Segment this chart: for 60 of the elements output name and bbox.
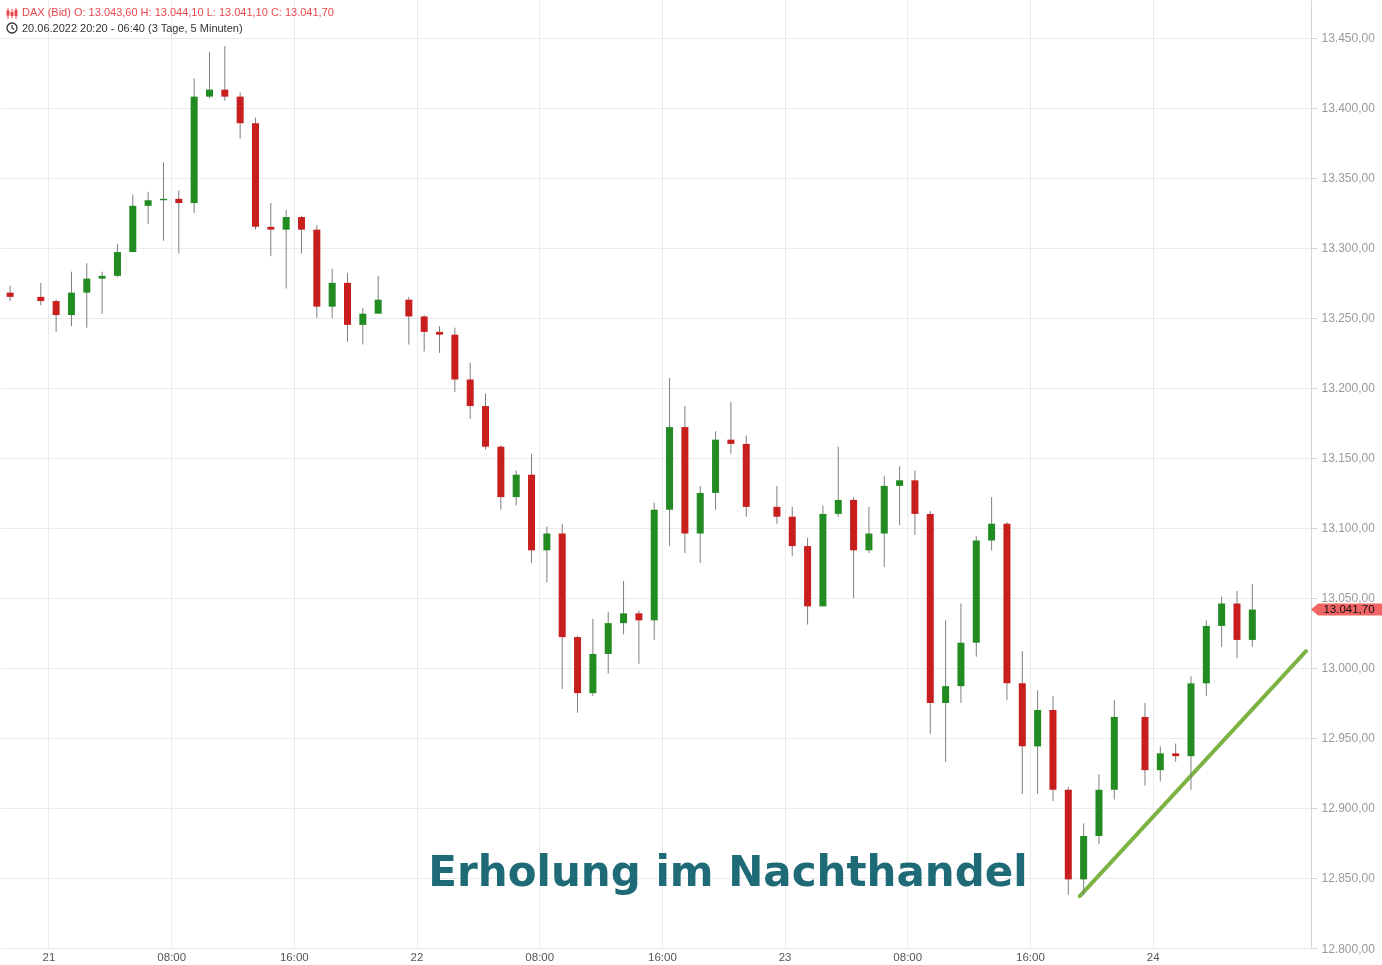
candlestick: [1156, 745, 1164, 782]
y-tick-label: 13.450,00: [1321, 31, 1376, 46]
candlestick: [52, 299, 60, 333]
y-tick-label: 13.300,00: [1321, 241, 1376, 256]
y-tick-label: 13.100,00: [1321, 521, 1376, 536]
candlestick: [144, 191, 152, 225]
text: 20.06.2022 20:20 - 06:40 (3 Tage, 5 Minuten): [22, 22, 243, 34]
candlestick: [620, 580, 628, 635]
candlestick: [37, 282, 45, 306]
x-tick-label: 23: [778, 950, 792, 963]
x-tick-label: 16:00: [648, 950, 677, 963]
candlestick: [988, 496, 996, 551]
y-tick-label: 13.350,00: [1321, 171, 1376, 186]
candlestick: [205, 51, 213, 99]
candlestick: [1218, 596, 1226, 648]
y-tick-label: 13.400,00: [1321, 101, 1376, 116]
candlestick: [298, 215, 305, 254]
y-tick-label: 13.200,00: [1321, 381, 1376, 396]
candlestick: [773, 485, 781, 525]
candlestick: [436, 325, 444, 354]
y-tick-label: 13.150,00: [1321, 451, 1376, 466]
candlestick: [635, 610, 643, 665]
x-tick-label: 24: [1146, 950, 1161, 963]
x-tick-label: 08:00: [893, 950, 923, 963]
x-tick-label: 21: [42, 950, 56, 963]
candlestick: [282, 209, 290, 289]
y-tick-label: 13.250,00: [1321, 311, 1376, 326]
candlestick: [6, 285, 14, 302]
candlestick: [543, 526, 551, 584]
candlestick: [67, 271, 75, 327]
x-tick-label: 16:00: [1016, 950, 1045, 963]
text: DAX (Bid) O: 13.043,60 H: 13.044,10 L: 13.041,10 C: 13.041,70: [22, 6, 334, 18]
candlestick: [512, 470, 520, 507]
candlestick: [221, 45, 229, 102]
annotation: Erholung im Nachthandel: [428, 847, 1028, 896]
candlestick: [113, 243, 121, 278]
y-tick-label: 12.900,00: [1321, 801, 1376, 816]
candlestick: [328, 268, 336, 319]
candlestick: [834, 446, 842, 518]
candlestick: [865, 506, 873, 554]
candlestick: [405, 296, 413, 345]
candlestick: [727, 401, 735, 455]
x-tick-label: 22: [410, 950, 424, 963]
candlestick: [374, 275, 382, 315]
candlestick: [359, 307, 367, 345]
candlestick: [896, 465, 904, 526]
candlestick: [1172, 743, 1180, 763]
y-tick-label: 13.000,00: [1321, 661, 1376, 676]
x-tick-label: 08:00: [525, 950, 555, 963]
y-tick-label: 12.950,00: [1321, 731, 1376, 746]
candlestick: [267, 202, 275, 257]
x-tick-label: 16:00: [279, 950, 309, 963]
candlestick: [942, 619, 950, 763]
y-tick-label: 12.800,00: [1321, 941, 1376, 956]
candlestick: [175, 189, 183, 254]
candlestick: [420, 314, 428, 352]
candlestick: [98, 271, 106, 315]
y-tick-label: 12.850,00: [1321, 871, 1376, 886]
x-tick-label: 08:00: [157, 950, 187, 963]
candlestick: [83, 262, 91, 329]
